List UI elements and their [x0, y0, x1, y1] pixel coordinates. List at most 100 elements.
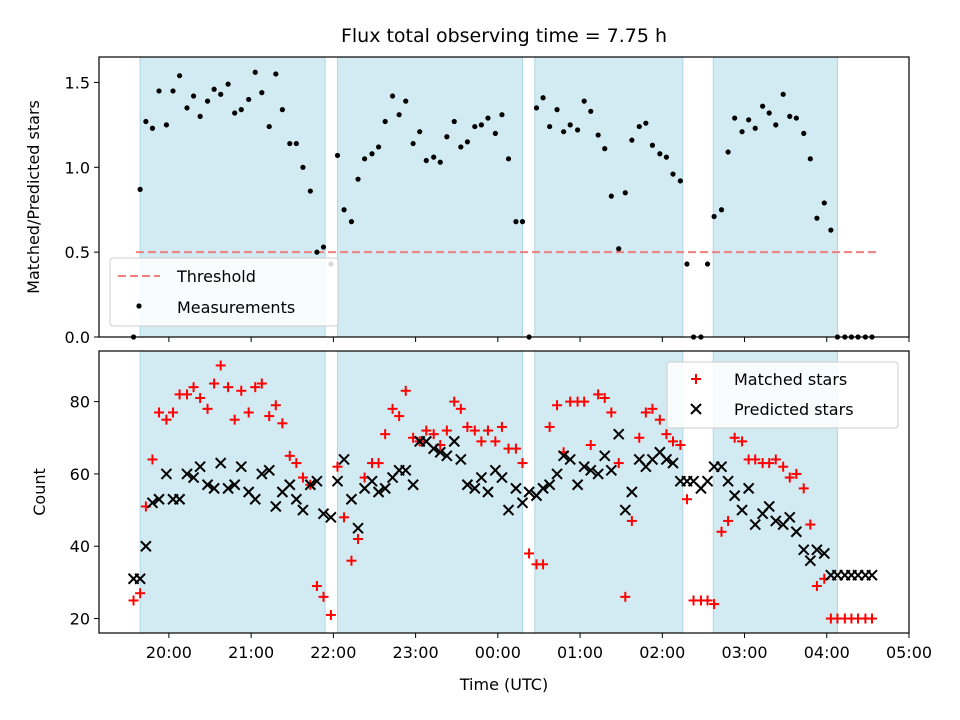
matched-star-point: [750, 454, 761, 465]
measurement-point: [293, 140, 299, 147]
predicted-star-point: [613, 428, 625, 440]
measurement-point: [403, 98, 409, 104]
predicted-star-point: [228, 479, 241, 491]
legend-matched-label: Matched stars: [734, 370, 847, 389]
predicted-star-point: [660, 453, 673, 466]
matched-star-point: [626, 515, 637, 526]
matched-star-point: [634, 432, 645, 443]
measurement-point: [513, 219, 519, 225]
matched-star-point: [544, 421, 555, 432]
matched-star-point: [455, 403, 466, 414]
count-y-tick-label-0: 20: [70, 610, 90, 629]
matched-star-point: [387, 403, 398, 414]
matched-star-point: [496, 421, 507, 432]
matched-star-point: [291, 458, 302, 469]
matched-star-point: [805, 519, 816, 530]
matched-star-point: [517, 458, 528, 469]
measurement-point: [417, 129, 423, 135]
matched-star-point: [552, 400, 563, 411]
measurement-point: [801, 130, 807, 136]
predicted-star-point: [270, 500, 282, 513]
predicted-star-point: [798, 544, 810, 556]
predicted-star-point: [173, 493, 186, 505]
matched-star-point: [798, 483, 809, 494]
measurement-point: [472, 123, 478, 130]
measurement-point: [218, 91, 224, 97]
measurement-point: [451, 118, 457, 125]
predicted-star-point: [551, 468, 563, 480]
matched-star-point: [599, 393, 610, 403]
predicted-star-point: [338, 453, 350, 466]
measurement-point: [574, 127, 581, 133]
predicted-star-point: [297, 504, 309, 516]
measurement-point: [533, 105, 540, 111]
matched-star-point: [778, 461, 789, 472]
measurement-point: [273, 71, 279, 77]
matched-star-point: [476, 436, 487, 447]
matched-star-point: [613, 458, 624, 469]
predicted-star-point: [742, 482, 755, 495]
measurement-point: [307, 188, 313, 194]
x-tick-label-9: 05:00: [886, 643, 932, 662]
count-panel-ylabel: Count: [30, 468, 49, 516]
predicted-star-point: [317, 507, 330, 520]
predicted-star-point: [592, 468, 604, 480]
matched-star-point: [811, 581, 822, 591]
measurement-point: [137, 186, 143, 192]
measurement-point: [156, 88, 162, 94]
measurement-point: [396, 112, 402, 118]
measurement-point: [616, 246, 622, 252]
measurement-point: [663, 154, 670, 160]
predicted-star-point: [461, 479, 474, 491]
predicted-star-point: [619, 504, 632, 516]
legend-measurement-swatch: [136, 303, 142, 309]
predicted-star-point: [153, 493, 165, 505]
ratio-shaded-interval-1: [336, 56, 524, 338]
measurement-point: [334, 152, 341, 159]
measurement-point: [143, 118, 149, 125]
predicted-star-point: [626, 486, 638, 498]
measurement-point: [739, 129, 745, 135]
measurement-point: [204, 98, 211, 104]
measurement-point: [561, 129, 567, 135]
matched-star-point: [510, 443, 521, 454]
measurement-point: [238, 107, 244, 113]
measurement-point: [773, 122, 779, 128]
ratio-legend: Threshold Measurements: [109, 257, 339, 327]
predicted-star-point: [284, 479, 296, 491]
matched-star-point: [229, 414, 240, 425]
measurement-point: [814, 215, 820, 221]
measurement-point: [190, 93, 197, 99]
measurement-point: [485, 115, 491, 121]
predicted-star-point: [160, 468, 173, 480]
predicted-star-point: [222, 482, 234, 495]
x-tick-label-1: 21:00: [228, 643, 274, 662]
measurement-point: [170, 88, 176, 94]
measurement-point: [355, 176, 361, 182]
predicted-star-point: [543, 479, 556, 491]
measurement-point: [602, 146, 608, 152]
matched-star-point: [380, 429, 391, 440]
count-y-tick-label-3: 80: [70, 393, 90, 412]
measurement-point: [505, 156, 512, 162]
predicted-star-point: [557, 450, 570, 462]
predicted-star-point: [434, 446, 446, 458]
matched-star-point: [524, 548, 535, 559]
measurement-point: [369, 151, 375, 157]
measurement-point: [780, 91, 786, 97]
predicted-star-point: [214, 457, 227, 469]
matched-star-point: [325, 609, 336, 620]
predicted-star-point: [510, 482, 522, 495]
predicted-star-point: [181, 468, 193, 480]
measurement-point: [163, 122, 170, 128]
matched-star-point: [729, 432, 740, 443]
ratio-shaded-interval-3: [712, 56, 838, 338]
measurement-point: [314, 249, 320, 255]
x-axis-label: Time (UTC): [459, 675, 548, 694]
measurement-point: [704, 261, 711, 267]
measurement-point: [766, 110, 772, 116]
predicted-star-point: [502, 504, 515, 516]
matched-star-point: [311, 581, 322, 591]
legend-predicted-label: Predicted stars: [734, 400, 854, 419]
